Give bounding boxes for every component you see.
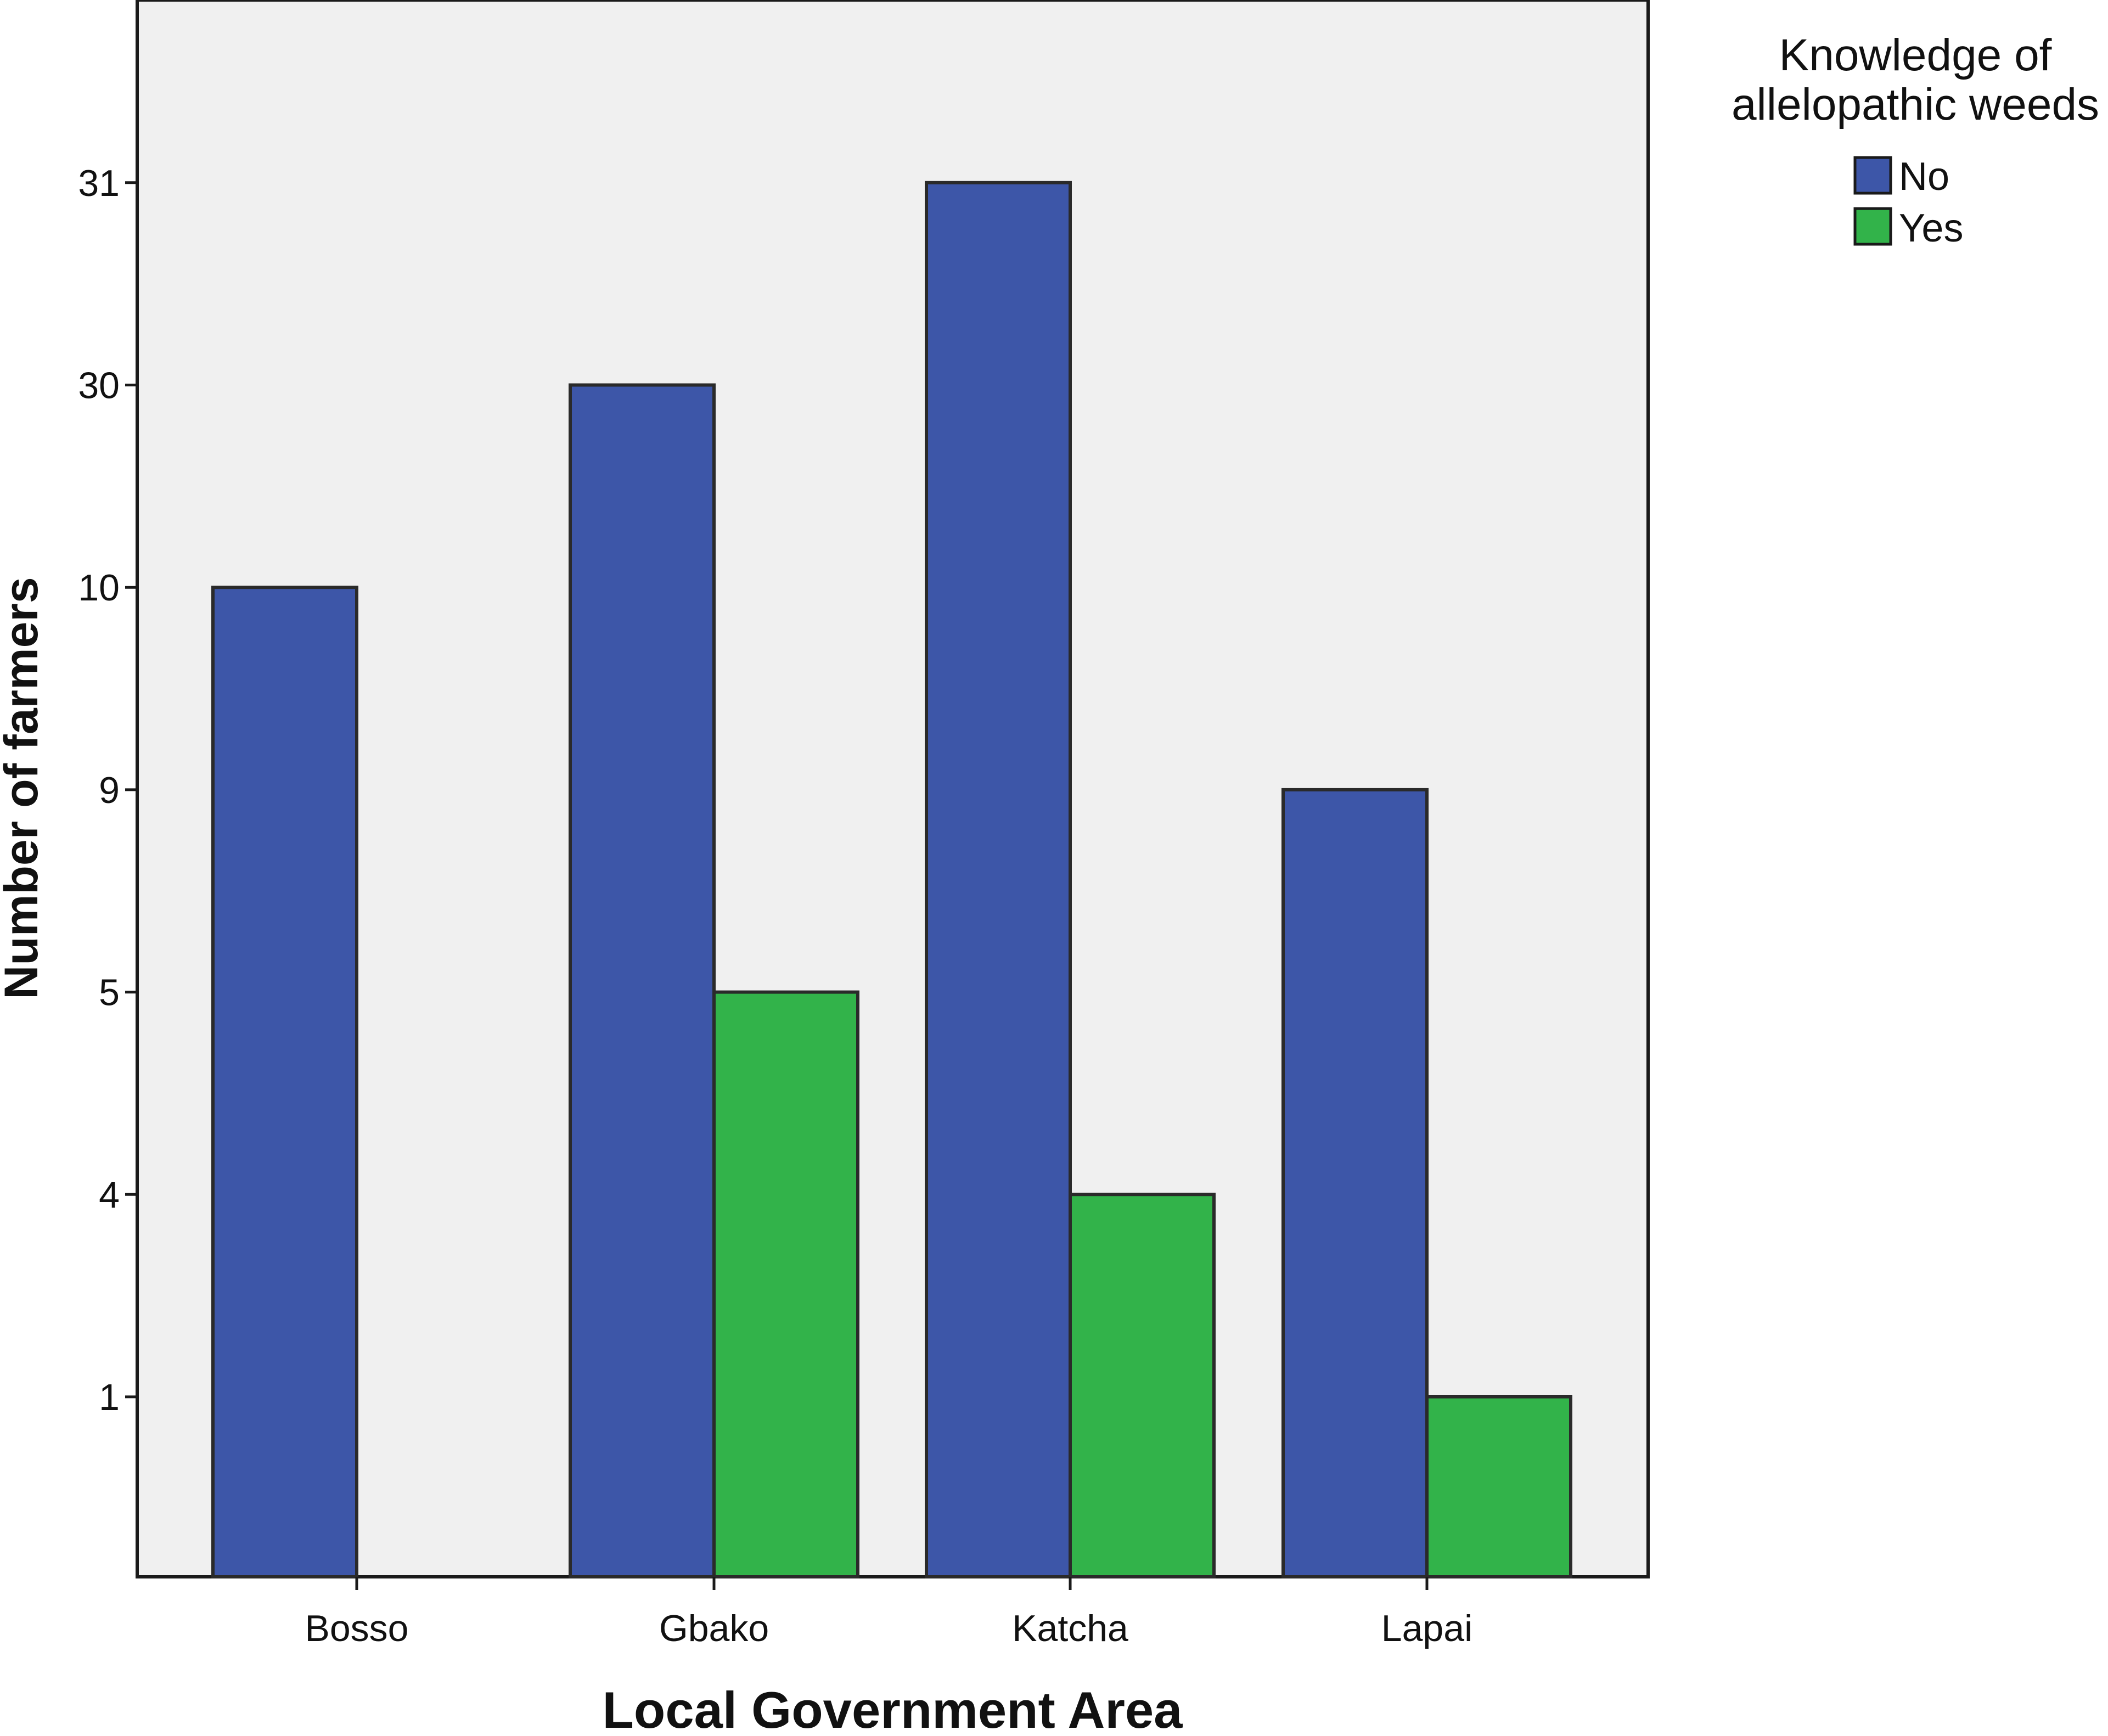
legend-label-yes: Yes: [1899, 206, 1963, 250]
legend-swatch-yes: [1853, 207, 1892, 246]
y-tick-label: 5: [99, 972, 120, 1014]
x-tick-label: Gbako: [659, 1608, 769, 1649]
y-axis: 1 4 5 9 10 30 31: [78, 162, 137, 1418]
bar-no-bosso: [211, 586, 358, 1578]
y-axis-title: Number of farmers: [0, 577, 48, 999]
legend-title-line-2: allelopathic weeds: [1732, 80, 2099, 130]
legend-title-line-1: Knowledge of: [1779, 30, 2052, 80]
bar-no-gbako: [569, 383, 716, 1578]
legend-label-no: No: [1899, 155, 1949, 199]
legend-swatch-no: [1853, 156, 1892, 195]
x-tick-label: Lapai: [1381, 1608, 1472, 1649]
y-tick-label: 9: [99, 769, 120, 811]
bar-yes-katcha: [1069, 1193, 1216, 1579]
y-tick-label: 4: [99, 1174, 120, 1216]
x-axis-title: Local Government Area: [603, 1681, 1183, 1736]
bar-no-lapai: [1281, 788, 1429, 1578]
y-tick-label: 30: [78, 365, 120, 407]
bar-yes-lapai: [1425, 1395, 1572, 1578]
bar-no-katcha: [925, 181, 1072, 1578]
y-tick-label: 1: [99, 1377, 120, 1418]
y-tick-label: 31: [78, 162, 120, 204]
y-tick-label: 10: [78, 567, 120, 609]
bar-yes-gbako: [712, 990, 859, 1578]
x-tick-label: Bosso: [305, 1608, 409, 1649]
x-tick-label: Katcha: [1012, 1608, 1128, 1649]
bars-group: [211, 181, 1572, 1579]
legend: Knowledge of allelopathic weeds No Yes: [1732, 30, 2099, 250]
x-axis: Bosso Gbako Katcha Lapai: [305, 1577, 1472, 1649]
